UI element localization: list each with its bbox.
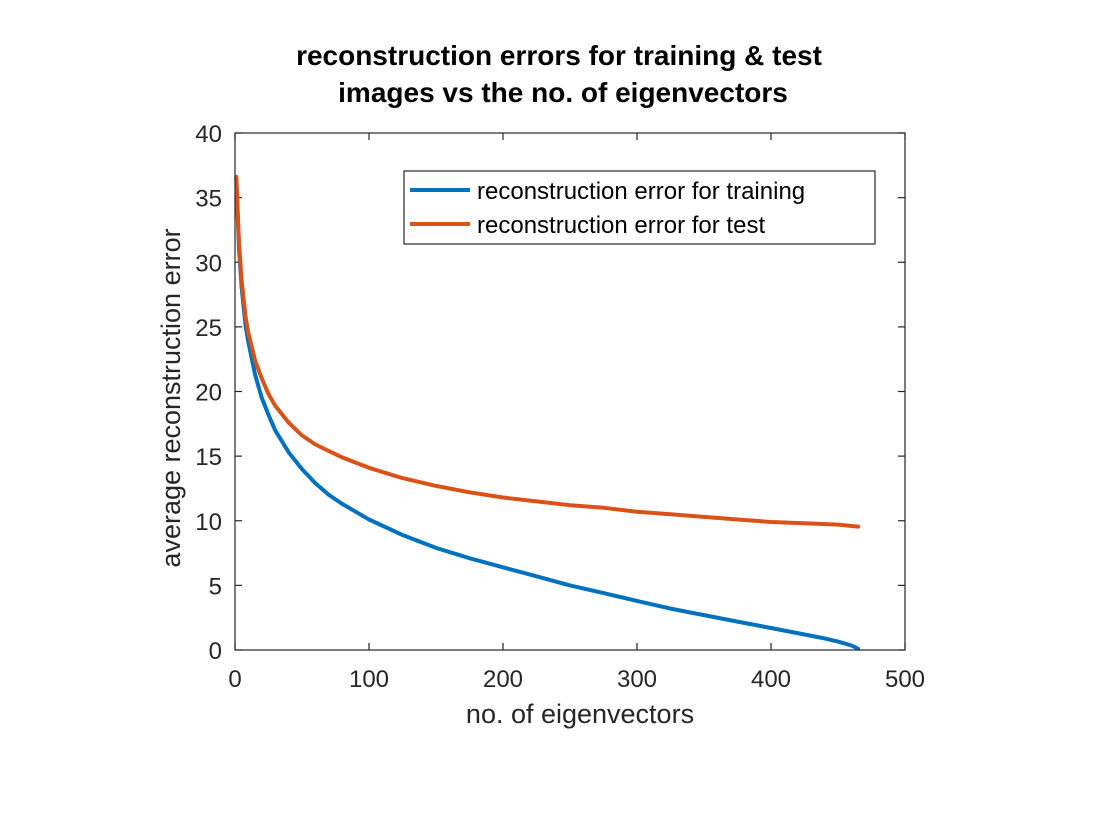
x-axis-label: no. of eigenvectors: [466, 699, 694, 729]
x-tick-label: 200: [483, 666, 523, 693]
legend: reconstruction error for training recons…: [403, 170, 876, 245]
y-tick-label: 30: [195, 250, 222, 277]
x-tick-label: 400: [751, 666, 791, 693]
legend-label-training: reconstruction error for training: [477, 178, 805, 205]
y-tick-label: 25: [195, 315, 222, 342]
y-tick-label: 5: [209, 573, 222, 600]
y-tick-label: 15: [195, 444, 222, 471]
x-tick-label: 300: [617, 666, 657, 693]
axis-ticks: 0 100 200 300 400 500 0 5 10 15 20 25 30 35 40: [195, 121, 925, 693]
legend-label-test: reconstruction error for test: [477, 212, 765, 239]
y-tick-label: 10: [195, 509, 222, 536]
series-line-training: [234, 176, 861, 651]
x-tick-label: 100: [349, 666, 389, 693]
y-tick-label: 35: [195, 186, 222, 213]
chart-title-line-1: reconstruction errors for training & tes…: [296, 40, 822, 71]
chart-title-line-2: images vs the no. of eigenvectors: [338, 77, 788, 108]
series-line-test: [234, 174, 861, 529]
y-tick-label: 20: [195, 380, 222, 407]
y-axis-label: average reconstruction error: [156, 228, 186, 567]
data-lines: [234, 174, 861, 651]
y-tick-label: 40: [195, 121, 222, 148]
x-tick-label: 0: [228, 666, 241, 693]
plot-area-frame: [234, 132, 906, 651]
legend-box: [403, 170, 876, 245]
y-tick-label: 0: [209, 638, 222, 665]
x-tick-label: 500: [885, 666, 925, 693]
